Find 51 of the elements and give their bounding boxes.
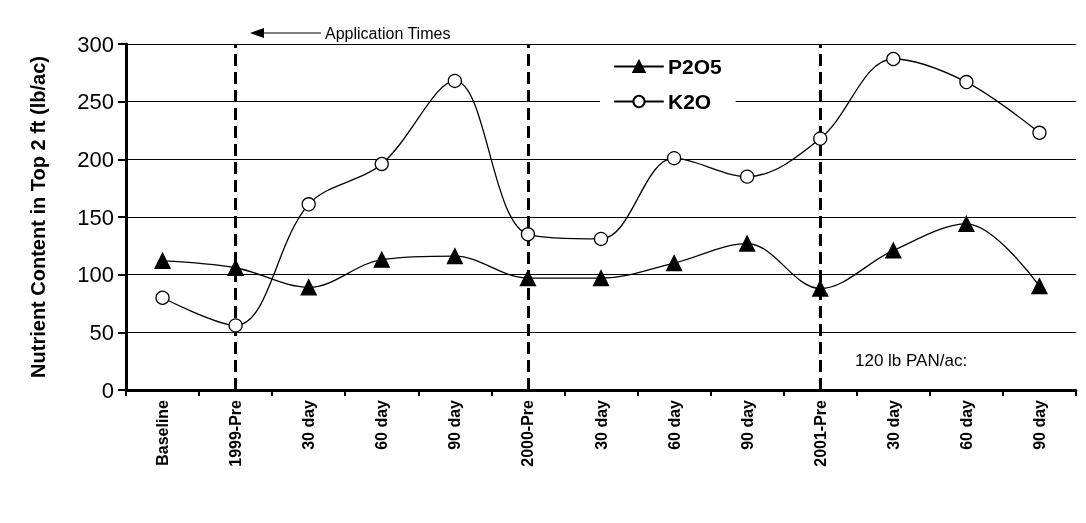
point (519, 269, 537, 287)
y-tick-label: 150 (77, 204, 114, 230)
y-tick-label: 200 (77, 146, 114, 172)
legend-label: K2O (668, 90, 712, 113)
point (592, 269, 610, 287)
x-tick-label: 90 day (1030, 399, 1048, 450)
text: Application Times (325, 24, 451, 42)
x-tick-label: 90 day (446, 399, 464, 450)
point (740, 169, 755, 184)
x-tick-label: 60 day (373, 399, 391, 450)
point (1031, 278, 1048, 295)
point (739, 235, 756, 252)
x-tick-label: Baseline (154, 399, 172, 466)
point (373, 251, 390, 268)
point (301, 197, 316, 212)
y-tick-label: 250 (77, 89, 114, 115)
legend-label: P2O5 (668, 55, 723, 78)
point (958, 215, 975, 233)
x-tick-label: 90 day (738, 399, 756, 450)
point (227, 259, 244, 276)
point (886, 51, 901, 67)
point (155, 290, 170, 305)
point (228, 318, 243, 333)
point (885, 242, 902, 259)
point (520, 227, 536, 242)
x-tick-label: 2001-Pre (811, 399, 829, 467)
y-axis-title: Nutrient Content in Top 2 ft (lb/ac) (27, 56, 49, 378)
y-tick-label: 0 (101, 377, 114, 403)
x-tick-label: 60 day (957, 399, 975, 450)
point (593, 231, 609, 247)
point (1032, 125, 1047, 140)
point (447, 73, 462, 89)
point (812, 280, 829, 297)
point (959, 74, 974, 90)
point (665, 254, 683, 272)
point (666, 151, 682, 166)
point (300, 279, 317, 296)
y-tick-label: 300 (77, 31, 114, 57)
y-tick-label: 100 (77, 262, 114, 288)
x-tick-label: 2000-Pre (519, 399, 537, 467)
x-tick-label: 30 day (300, 399, 318, 450)
point (374, 156, 389, 172)
point (813, 131, 828, 146)
x-tick-label: 60 day (665, 399, 683, 450)
x-tick-label: 30 day (884, 399, 902, 450)
point (154, 252, 171, 269)
x-tick-label: 1999-Pre (227, 399, 245, 467)
point (446, 248, 463, 265)
y-tick-label: 50 (89, 319, 114, 345)
annotation: 120 lb PAN/ac: (855, 351, 968, 370)
x-tick-label: 30 day (592, 399, 610, 450)
